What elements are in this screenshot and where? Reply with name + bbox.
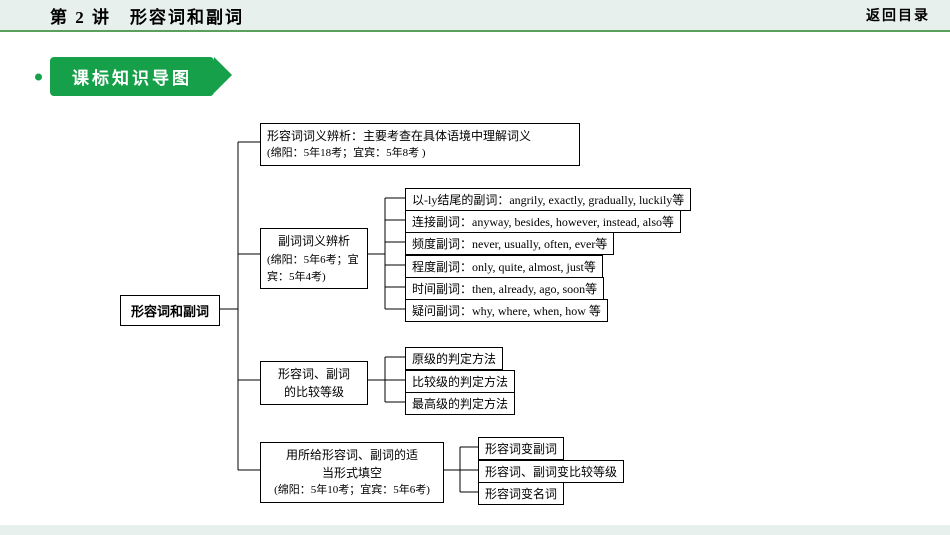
branch-adverb-meaning: 副词词义辨析 (绵阳：5年6考；宜宾：5年4考) — [260, 228, 368, 289]
branch-sub: (绵阳：5年6考；宜宾：5年4考) — [267, 252, 361, 285]
leaf-time-adverb: 时间副词：then, already, ago, soon等 — [405, 277, 604, 300]
branch-sub: (绵阳：5年18考；宜宾：5年8考 ) — [267, 145, 573, 162]
branch-title-l2: 的比较等级 — [267, 383, 361, 401]
branch-adjective-meaning: 形容词词义辨析：主要考查在具体语境中理解词义 (绵阳：5年18考；宜宾：5年8考… — [260, 123, 580, 166]
branch-title-l2: 当形式填空 — [267, 464, 437, 482]
branch-comparison: 形容词、副词 的比较等级 — [260, 361, 368, 405]
bottom-decoration — [0, 525, 950, 535]
branch-title-l1: 形容词、副词 — [267, 365, 361, 383]
branch-title: 副词词义辨析 — [267, 232, 361, 250]
leaf-comparative-degree: 比较级的判定方法 — [405, 370, 515, 393]
branch-title-l1: 用所给形容词、副词的适 — [267, 446, 437, 464]
knowledge-diagram: 形容词和副词 形容词词义辨析：主要考查在具体语境中理解词义 (绵阳：5年18考；… — [120, 120, 920, 510]
branch-sub: (绵阳：5年10考；宜宾：5年6考) — [267, 482, 437, 499]
leaf-frequency-adverb: 频度副词：never, usually, often, ever等 — [405, 232, 614, 255]
page-header: 第 2 讲 形容词和副词 返回目录 — [0, 0, 950, 32]
leaf-comparative-form: 形容词、副词变比较等级 — [478, 460, 624, 483]
leaf-degree-adverb: 程度副词：only, quite, almost, just等 — [405, 255, 603, 278]
leaf-adj-to-noun: 形容词变名词 — [478, 482, 564, 505]
leaf-interrogative-adverb: 疑问副词：why, where, when, how 等 — [405, 299, 608, 322]
branch-fill-in-form: 用所给形容词、副词的适 当形式填空 (绵阳：5年10考；宜宾：5年6考) — [260, 442, 444, 503]
leaf-ly-adverb: 以-ly结尾的副词：angrily, exactly, gradually, l… — [405, 188, 691, 211]
branch-title: 形容词词义辨析：主要考查在具体语境中理解词义 — [267, 127, 573, 145]
leaf-adj-to-adv: 形容词变副词 — [478, 437, 564, 460]
badge-dot-icon — [35, 73, 42, 80]
badge-arrow-icon — [214, 57, 232, 93]
leaf-superlative-degree: 最高级的判定方法 — [405, 392, 515, 415]
diagram-root: 形容词和副词 — [120, 295, 220, 326]
section-badge: 课标知识导图 — [50, 57, 214, 96]
leaf-conjunctive-adverb: 连接副词：anyway, besides, however, instead, … — [405, 210, 681, 233]
leaf-positive-degree: 原级的判定方法 — [405, 347, 503, 370]
back-to-toc-link[interactable]: 返回目录 — [866, 5, 930, 25]
page-title: 第 2 讲 形容词和副词 — [50, 3, 244, 28]
section-badge-label: 课标知识导图 — [50, 57, 214, 96]
